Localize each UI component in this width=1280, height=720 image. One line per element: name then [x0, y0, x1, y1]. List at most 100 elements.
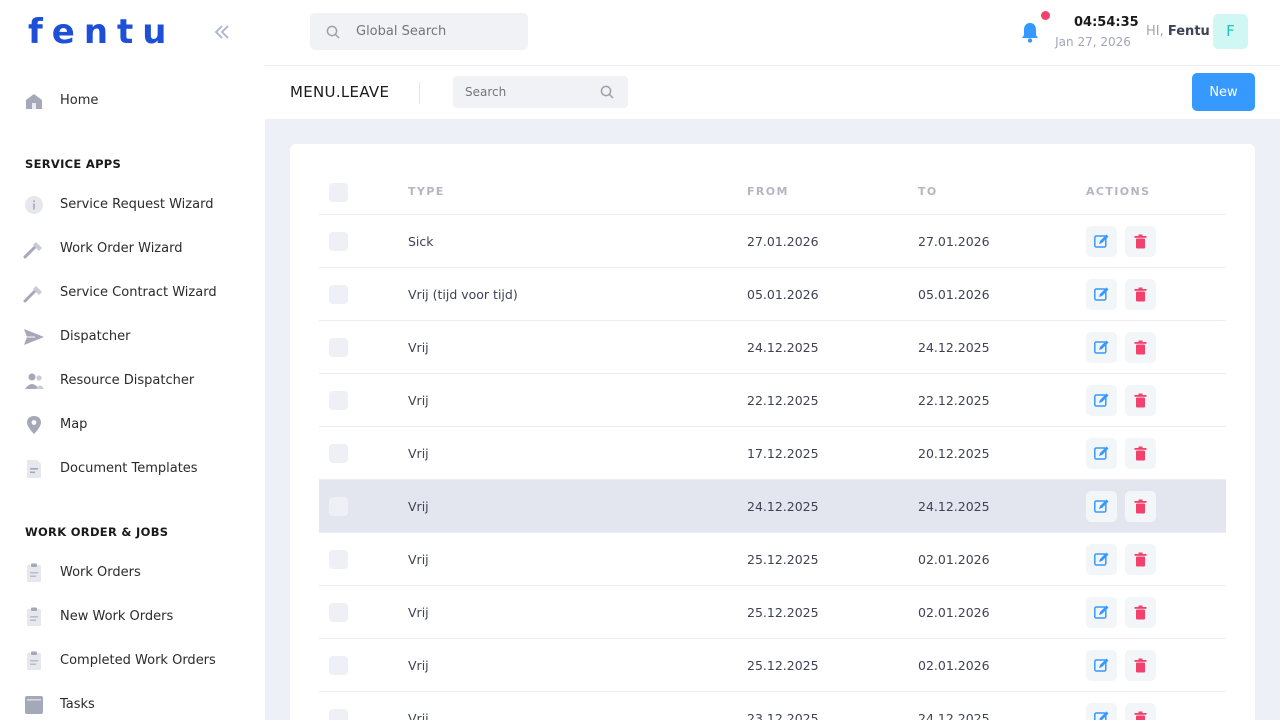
brand-logo[interactable]: fentu [28, 12, 176, 52]
delete-button[interactable] [1125, 438, 1156, 469]
row-checkbox[interactable] [329, 497, 348, 516]
edit-button[interactable] [1086, 491, 1117, 522]
row-checkbox[interactable] [329, 285, 348, 304]
row-checkbox[interactable] [329, 550, 348, 569]
table-header: TYPE FROM TO ACTIONS [319, 174, 1226, 215]
cell-type: Vrij [408, 552, 429, 567]
table-row[interactable]: Vrij 24.12.2025 24.12.2025 [319, 480, 1226, 533]
sidebar-item-resource-dispatcher[interactable]: Resource Dispatcher [0, 363, 265, 399]
column-header-from[interactable]: FROM [747, 185, 789, 198]
cell-to: 05.01.2026 [918, 287, 990, 302]
row-checkbox[interactable] [329, 232, 348, 251]
sidebar-item-work-orders[interactable]: Work Orders [0, 555, 265, 591]
table-row[interactable]: Vrij 25.12.2025 02.01.2026 [319, 586, 1226, 639]
row-checkbox[interactable] [329, 656, 348, 675]
sidebar-item-work-order-wizard[interactable]: Work Order Wizard [0, 231, 265, 267]
cell-type: Sick [408, 234, 434, 249]
sidebar-item-service-request-wizard[interactable]: Service Request Wizard [0, 187, 265, 223]
sidebar-item-new-work-orders[interactable]: New Work Orders [0, 599, 265, 635]
sidebar-item-label: Home [60, 93, 99, 108]
sidebar-item-map[interactable]: Map [0, 407, 265, 443]
sidebar-item-service-contract-wizard[interactable]: Service Contract Wizard [0, 275, 265, 311]
edit-icon [1094, 658, 1109, 672]
edit-button[interactable] [1086, 332, 1117, 363]
cell-to: 02.01.2026 [918, 552, 990, 567]
sidebar-item-label: Work Orders [60, 565, 141, 580]
delete-button[interactable] [1125, 544, 1156, 575]
user-greeting[interactable]: HI, Fentu [1146, 24, 1210, 39]
edit-button[interactable] [1086, 650, 1117, 681]
delete-button[interactable] [1125, 491, 1156, 522]
edit-button[interactable] [1086, 438, 1117, 469]
bell-icon[interactable] [1019, 20, 1041, 44]
edit-icon [1094, 499, 1109, 513]
clock-date: Jan 27, 2026 [1055, 35, 1131, 49]
edit-button[interactable] [1086, 544, 1117, 575]
list-search[interactable] [453, 76, 628, 108]
avatar[interactable]: F [1213, 14, 1248, 49]
trash-icon [1134, 340, 1147, 355]
delete-button[interactable] [1125, 226, 1156, 257]
column-header-actions: ACTIONS [1086, 185, 1151, 198]
sidebar-item-dispatcher[interactable]: Dispatcher [0, 319, 265, 355]
trash-icon [1134, 552, 1147, 567]
row-checkbox[interactable] [329, 391, 348, 410]
sidebar-item-label: Tasks [60, 697, 95, 712]
new-button[interactable]: New [1192, 73, 1255, 111]
notification-dot [1041, 11, 1050, 20]
global-search[interactable] [310, 13, 528, 50]
cell-from: 25.12.2025 [747, 552, 819, 567]
section-work-orders: WORK ORDER & JOBS [25, 525, 169, 539]
table-row[interactable]: Sick 27.01.2026 27.01.2026 [319, 215, 1226, 268]
delete-button[interactable] [1125, 385, 1156, 416]
sidebar-item-document-templates[interactable]: Document Templates [0, 451, 265, 487]
delete-button[interactable] [1125, 597, 1156, 628]
column-header-type[interactable]: TYPE [408, 185, 445, 198]
cell-type: Vrij [408, 605, 429, 620]
column-header-to[interactable]: TO [918, 185, 938, 198]
header-divider [419, 82, 420, 104]
global-search-input[interactable] [356, 13, 521, 50]
clipboard-icon [27, 651, 41, 670]
edit-button[interactable] [1086, 703, 1117, 720]
sidebar-item-tasks[interactable]: Tasks [0, 687, 265, 720]
sidebar-item-completed-work-orders[interactable]: Completed Work Orders [0, 643, 265, 679]
row-checkbox[interactable] [329, 709, 348, 720]
delete-button[interactable] [1125, 703, 1156, 720]
delete-button[interactable] [1125, 332, 1156, 363]
cell-type: Vrij [408, 393, 429, 408]
table-row[interactable]: Vrij (tijd voor tijd) 05.01.2026 05.01.202… [319, 268, 1226, 321]
edit-button[interactable] [1086, 226, 1117, 257]
cell-to: 22.12.2025 [918, 393, 990, 408]
collapse-sidebar-icon[interactable] [210, 20, 234, 44]
top-header: 04:54:35 Jan 27, 2026 HI, Fentu F [265, 0, 1280, 66]
list-search-input[interactable] [465, 76, 595, 108]
cell-from: 22.12.2025 [747, 393, 819, 408]
cell-to: 02.01.2026 [918, 658, 990, 673]
sidebar-item-home[interactable]: Home [0, 83, 265, 119]
cell-from: 24.12.2025 [747, 499, 819, 514]
edit-button[interactable] [1086, 385, 1117, 416]
edit-icon [1094, 552, 1109, 566]
sidebar-item-label: Map [60, 417, 88, 432]
table-row[interactable]: Vrij 22.12.2025 22.12.2025 [319, 374, 1226, 427]
table-row[interactable]: Vrij 17.12.2025 20.12.2025 [319, 427, 1226, 480]
row-checkbox[interactable] [329, 444, 348, 463]
select-all-checkbox[interactable] [329, 183, 348, 202]
cell-type: Vrij [408, 499, 429, 514]
edit-button[interactable] [1086, 597, 1117, 628]
row-checkbox[interactable] [329, 338, 348, 357]
delete-button[interactable] [1125, 650, 1156, 681]
edit-button[interactable] [1086, 279, 1117, 310]
row-checkbox[interactable] [329, 603, 348, 622]
table-row[interactable]: Vrij 23.12.2025 24.12.2025 [319, 692, 1226, 720]
sidebar-item-label: New Work Orders [60, 609, 174, 624]
cell-from: 24.12.2025 [747, 340, 819, 355]
section-service-apps: SERVICE APPS [25, 157, 122, 171]
sidebar-item-label: Resource Dispatcher [60, 373, 195, 388]
table-row[interactable]: Vrij 25.12.2025 02.01.2026 [319, 533, 1226, 586]
table-row[interactable]: Vrij 24.12.2025 24.12.2025 [319, 321, 1226, 374]
edit-icon [1094, 287, 1109, 301]
table-row[interactable]: Vrij 25.12.2025 02.01.2026 [319, 639, 1226, 692]
delete-button[interactable] [1125, 279, 1156, 310]
